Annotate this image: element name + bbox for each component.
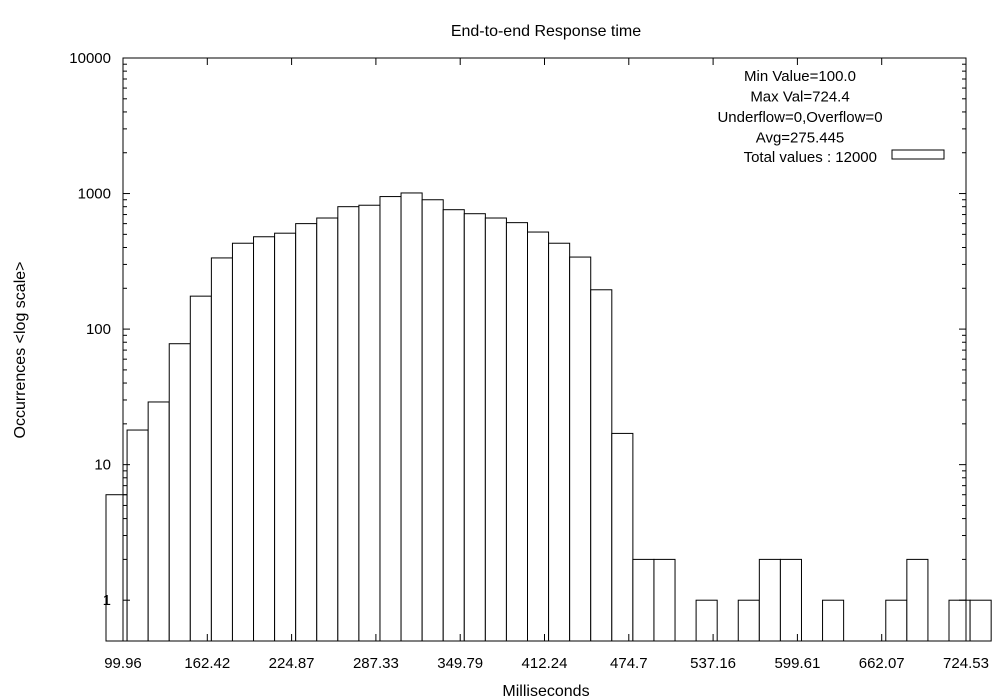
histogram-bar <box>295 223 318 642</box>
histogram-bar <box>737 599 760 642</box>
histogram-bar <box>653 558 676 642</box>
histogram-bar <box>253 236 276 642</box>
y-tick-label: 10 <box>94 457 111 474</box>
histogram-bar <box>210 257 233 642</box>
histogram-bar <box>400 192 423 642</box>
histogram-bar <box>442 209 465 642</box>
y-tick-label: 100 <box>86 321 111 338</box>
histogram-bar <box>231 242 255 642</box>
stats-annotation: Min Value=100.0 <box>744 68 856 85</box>
histogram-bar <box>590 289 613 642</box>
histogram-bar <box>189 295 212 642</box>
histogram-bar <box>632 558 655 642</box>
x-tick-label: 474.7 <box>610 655 648 672</box>
histogram-bar <box>316 217 339 642</box>
histogram-bar <box>147 401 170 642</box>
histogram-bar <box>421 199 444 642</box>
chart-title: End-to-end Response time <box>451 23 641 40</box>
x-tick-label: 99.96 <box>104 655 142 672</box>
histogram-bar <box>758 558 781 642</box>
legend-swatch <box>891 149 945 160</box>
histogram-bar <box>611 432 634 642</box>
x-tick-label: 287.33 <box>353 655 399 672</box>
histogram-bar <box>969 599 992 642</box>
x-tick-label: 537.16 <box>690 655 736 672</box>
histogram-bar <box>126 429 149 642</box>
legend-label: Total values : 12000 <box>744 149 877 166</box>
histogram-bar <box>779 558 802 642</box>
histogram-bar <box>822 599 845 642</box>
histogram-bar <box>484 217 507 642</box>
histogram-bar <box>337 206 360 642</box>
histogram-bar <box>358 204 381 642</box>
histogram-bar <box>906 558 929 642</box>
x-axis-label: Milliseconds <box>502 683 589 700</box>
histogram-bar <box>885 599 908 642</box>
histogram-bar <box>274 232 297 642</box>
y-axis-label: Occurrences <log scale> <box>12 262 29 439</box>
x-tick-label: 349.79 <box>437 655 483 672</box>
x-tick-label: 599.61 <box>774 655 820 672</box>
histogram-bar <box>695 599 718 642</box>
histogram-bar <box>379 196 402 642</box>
legend: Total values : 12000 <box>744 149 945 166</box>
histogram-bar <box>548 242 571 642</box>
bars-group <box>105 192 992 642</box>
histogram-bar <box>463 213 486 642</box>
histogram-bar <box>105 494 128 642</box>
histogram-bar <box>527 231 550 642</box>
x-tick-label: 224.87 <box>269 655 315 672</box>
x-tick-label: 724.53 <box>943 655 989 672</box>
histogram-bar <box>168 343 191 642</box>
histogram-bar <box>569 256 592 642</box>
x-tick-label: 412.24 <box>522 655 568 672</box>
x-tick-label: 162.42 <box>184 655 230 672</box>
stats-annotation: Avg=275.445 <box>756 130 845 147</box>
y-tick-label: 10000 <box>69 50 111 67</box>
stats-annotation: Max Val=724.4 <box>750 89 849 106</box>
histogram-bar <box>948 599 971 642</box>
ticks-group: 99.96 162.42 224.87 287.33 349.79 412.24 474.7… <box>69 50 989 672</box>
y-tick-label: 1 <box>103 592 111 609</box>
annotations-group: Min Value=100.0 Max Val=724.4 Underflow=0,… <box>717 68 882 147</box>
histogram-bar <box>505 222 529 642</box>
stats-annotation: Underflow=0,Overflow=0 <box>717 109 882 126</box>
y-tick-label: 1000 <box>78 186 111 203</box>
x-tick-label: 662.07 <box>859 655 905 672</box>
